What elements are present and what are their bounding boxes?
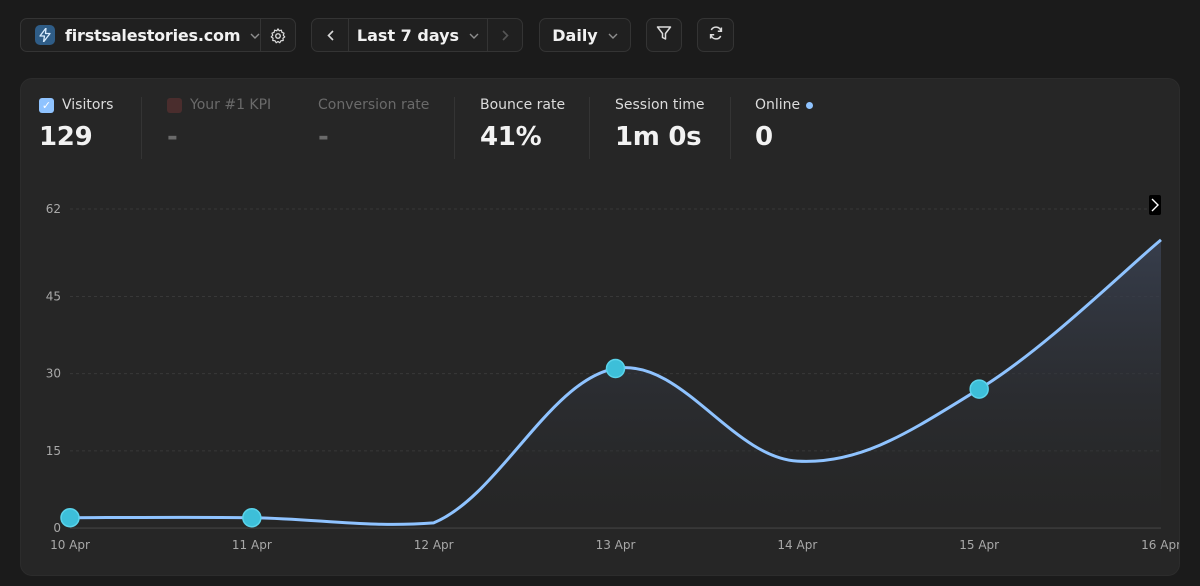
divider [141, 97, 142, 159]
interval-dropdown[interactable]: Daily [539, 18, 631, 52]
divider [260, 19, 261, 51]
visitors-area [70, 239, 1161, 528]
date-range-dropdown[interactable]: Last 7 days [349, 26, 487, 45]
next-period-button[interactable] [487, 19, 522, 51]
gear-icon[interactable] [269, 27, 287, 45]
x-tick-label: 12 Apr [414, 538, 454, 552]
metric-kpi-label: Your #1 KPI [190, 97, 272, 113]
chart-end-marker [1149, 195, 1161, 215]
metric-conversion-value: - [318, 122, 329, 152]
site-selector[interactable]: firstsalestories.com [20, 18, 296, 52]
metric-conversion-rate[interactable]: Conversion rate - [318, 97, 429, 152]
previous-period-button[interactable] [312, 19, 349, 51]
x-tick-label: 10 Apr [50, 538, 90, 552]
site-name: firstsalestories.com [65, 25, 241, 45]
y-axis: 0 15 30 45 62 [46, 202, 61, 535]
date-range-label: Last 7 days [356, 25, 460, 45]
y-tick-label: 45 [46, 289, 61, 303]
visitors-checkbox[interactable]: ✓ [39, 97, 54, 113]
metric-label: Your #1 KPI [167, 97, 271, 113]
metric-online-label: Online [755, 97, 801, 113]
x-tick-label: 11 Apr [232, 538, 272, 552]
y-tick-label: 15 [46, 444, 61, 458]
metric-visitors[interactable]: ✓ Visitors 129 [39, 97, 113, 152]
x-tick-label: 13 Apr [596, 538, 636, 552]
metric-bounce-label: Bounce rate [480, 97, 566, 113]
metric-kpi-value: - [167, 122, 178, 152]
y-tick-label: 30 [46, 367, 61, 381]
data-points [60, 358, 989, 528]
x-axis: 10 Apr 11 Apr 12 Apr 13 Apr 14 Apr 15 Apr 16 A… [50, 538, 1179, 552]
divider [589, 97, 590, 159]
interval-label: Daily [552, 25, 598, 45]
refresh-button[interactable] [697, 18, 734, 52]
data-point[interactable] [60, 507, 80, 528]
divider [454, 97, 455, 159]
metric-online[interactable]: Online 0 [755, 97, 814, 152]
divider [730, 97, 731, 159]
online-status-dot [806, 101, 814, 109]
metric-label: ✓ Visitors [39, 97, 113, 113]
metric-online-value: 0 [755, 122, 773, 152]
y-tick-label: 62 [46, 202, 61, 216]
x-tick-label: 14 Apr [777, 538, 817, 552]
metric-session-label: Session time [615, 97, 705, 113]
metric-session-time[interactable]: Session time 1m 0s [615, 97, 705, 152]
metric-bounce-rate[interactable]: Bounce rate 41% [480, 97, 565, 152]
metric-bounce-value: 41% [480, 122, 542, 152]
chevron-down-icon [469, 29, 479, 42]
metric-session-value: 1m 0s [615, 122, 702, 152]
metric-conversion-label: Conversion rate [318, 97, 430, 113]
chevron-down-icon [608, 29, 618, 42]
kpi-checkbox[interactable] [167, 97, 182, 113]
metric-visitors-label: Visitors [62, 97, 114, 113]
refresh-icon [708, 25, 724, 45]
x-tick-label: 15 Apr [959, 538, 999, 552]
data-point[interactable] [605, 358, 626, 379]
metric-label: Online [755, 97, 814, 113]
visitors-line-chart: 0 15 30 45 62 10 Apr 11 Apr 12 Apr 13 Apr 14 Apr… [46, 195, 1179, 552]
lightning-bolt-icon [35, 25, 55, 45]
metric-kpi[interactable]: Your #1 KPI - [167, 97, 271, 152]
filter-button[interactable] [646, 18, 682, 52]
x-tick-label: 16 Apr [1141, 538, 1179, 552]
filter-icon [656, 25, 672, 45]
data-point[interactable] [969, 379, 989, 399]
analytics-panel: ✓ Visitors 129 Your #1 KPI - Conversion … [20, 78, 1180, 576]
chevron-down-icon [250, 29, 260, 42]
y-tick-label: 0 [53, 521, 61, 535]
data-point[interactable] [242, 507, 262, 528]
date-range-selector: Last 7 days [311, 18, 523, 52]
metric-visitors-value: 129 [39, 122, 93, 152]
